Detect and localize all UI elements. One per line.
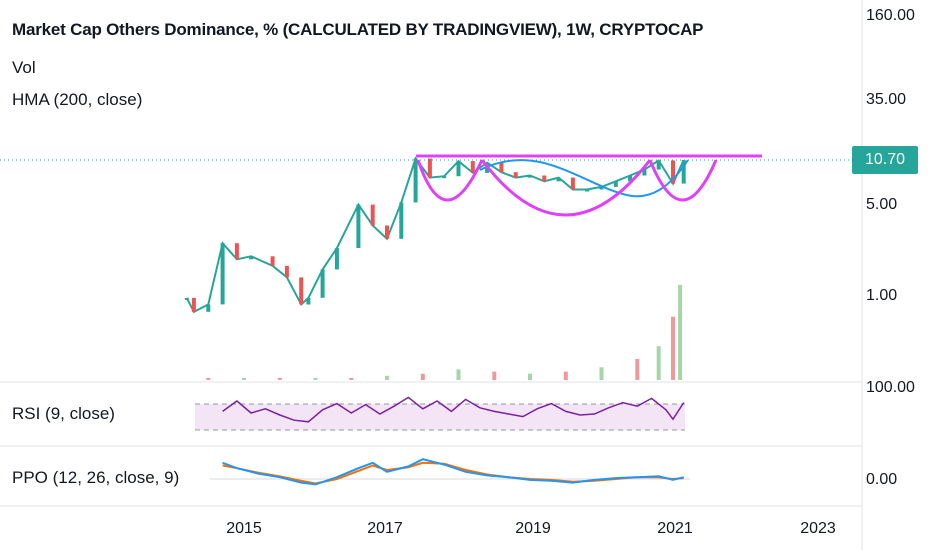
price-candle: [542, 175, 547, 182]
volume-bar: [349, 377, 354, 380]
price-candle: [671, 160, 675, 184]
y-tick-label: 160.00: [866, 7, 915, 24]
left-small-cup[interactable]: [416, 159, 484, 202]
price-candles: [184, 158, 686, 312]
volume-bar: [528, 373, 532, 380]
volume-bar: [420, 373, 425, 380]
price-candle: [399, 202, 404, 239]
ppo-y-tick-label: 0.00: [866, 471, 897, 488]
rsi-legend[interactable]: RSI (9, close): [12, 404, 115, 423]
x-tick-label: 2017: [367, 520, 403, 537]
main-cup[interactable]: [480, 159, 652, 217]
volume-bar: [599, 367, 604, 380]
price-candle: [385, 225, 389, 239]
volume-bar: [277, 377, 282, 380]
price-candle: [220, 243, 225, 305]
volume-bar: [678, 285, 683, 380]
price-candle: [306, 297, 311, 305]
y-tick-label: 5.00: [866, 196, 897, 213]
chart-title[interactable]: Market Cap Others Dominance, % (CALCULAT…: [12, 20, 704, 39]
price-candle: [528, 175, 532, 178]
price-candle: [556, 177, 561, 182]
price-candle: [270, 256, 275, 266]
price-candle: [184, 297, 189, 300]
rsi-line: [222, 396, 685, 423]
x-tick-label: 2015: [226, 520, 262, 537]
volume-bar: [385, 375, 389, 380]
price-candle: [334, 248, 339, 270]
price-candle: [234, 243, 239, 260]
price-line: [185, 156, 685, 314]
volume-bar: [206, 377, 211, 380]
hma-legend[interactable]: HMA (200, close): [12, 90, 143, 109]
price-candle: [320, 269, 325, 298]
price-candle: [284, 265, 289, 278]
rsi-band: [195, 404, 685, 430]
price-candle: [370, 204, 375, 226]
price-candle: [413, 158, 418, 203]
price-candle: [356, 204, 361, 248]
price-candle: [570, 177, 575, 190]
hma-line: [479, 159, 689, 198]
price-candle: [681, 160, 686, 184]
volume-bar: [635, 358, 640, 380]
price-candle: [613, 181, 618, 187]
volume-bar: [242, 377, 246, 380]
x-tick-label: 2021: [657, 520, 693, 537]
price-candle: [427, 158, 432, 178]
volume-bar: [656, 346, 661, 380]
price-candle: [299, 277, 304, 305]
volume-legend[interactable]: Vol: [12, 58, 36, 77]
rsi-y-tick-label: 100.00: [866, 379, 915, 396]
volume-bar: [492, 371, 497, 380]
price-candle: [656, 160, 661, 170]
price-candle: [513, 172, 518, 178]
price-candle: [499, 162, 504, 173]
ppo-line: [222, 458, 684, 486]
volume-bar: [313, 377, 318, 380]
y-tick-label: 35.00: [866, 91, 906, 108]
volume-bar: [456, 369, 461, 380]
volume-bars: [206, 285, 683, 380]
handle[interactable]: [648, 159, 718, 202]
price-candle: [456, 161, 461, 177]
current-price-badge: 10.70: [852, 146, 918, 174]
x-tick-label: 2019: [515, 520, 551, 537]
volume-bar: [563, 371, 568, 380]
price-candle: [191, 297, 196, 312]
price-candle: [642, 169, 647, 176]
x-tick-label: 2023: [800, 520, 836, 537]
price-candle: [628, 175, 633, 182]
y-tick-label: 1.00: [866, 287, 897, 304]
price-candle: [585, 189, 590, 192]
price-candle: [249, 256, 254, 260]
ppo-legend[interactable]: PPO (12, 26, close, 9): [12, 468, 180, 487]
price-candle: [206, 304, 211, 312]
price-candle: [442, 176, 447, 179]
price-candle: [599, 186, 604, 190]
volume-bar: [671, 316, 675, 380]
price-candle: [470, 161, 475, 173]
